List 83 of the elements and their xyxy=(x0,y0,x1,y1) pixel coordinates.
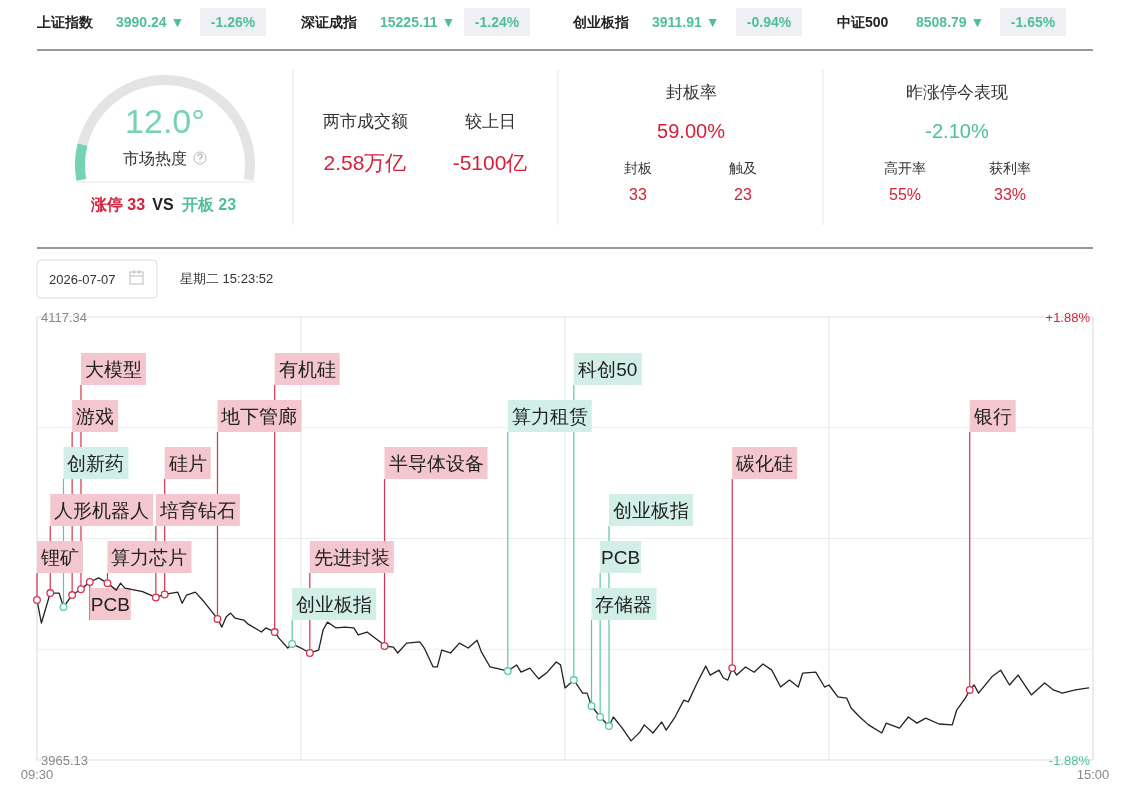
text: -5100亿 xyxy=(452,151,528,174)
point xyxy=(59,603,68,611)
point xyxy=(270,628,279,636)
point xyxy=(587,702,596,710)
point xyxy=(503,667,512,675)
text: 33% xyxy=(993,186,1027,203)
y-tick-label: 4117.34 xyxy=(41,309,88,325)
point xyxy=(160,590,169,599)
annotation: 算力芯片 xyxy=(111,547,188,568)
annotation: 地下管廊 xyxy=(220,406,298,427)
text: 涨停 33 xyxy=(89,196,146,213)
text: -1.26% xyxy=(210,14,256,30)
point xyxy=(965,686,974,694)
text: -1.65% xyxy=(1010,14,1056,30)
annotation: 硅片 xyxy=(167,453,207,474)
point xyxy=(728,664,737,673)
text: 深证成指 xyxy=(300,14,357,30)
point xyxy=(77,585,85,594)
point xyxy=(213,614,222,623)
text: 55% xyxy=(888,186,922,203)
annotation: 存储器 xyxy=(595,594,653,615)
text: 15225.11 ▼ xyxy=(380,14,456,30)
text: 较上日 xyxy=(464,112,516,131)
text: 中证500 xyxy=(837,14,889,30)
annotation: 科创50 xyxy=(578,359,638,380)
annotation: 有机硅 xyxy=(278,359,336,380)
annotation: PCB xyxy=(90,594,130,615)
text: 12.0° xyxy=(125,102,205,140)
point xyxy=(380,642,389,650)
text: 59.00% xyxy=(657,120,726,142)
annotation: 锂矿 xyxy=(40,547,79,568)
annotation: 银行 xyxy=(972,406,1012,427)
annotation: 培育钻石 xyxy=(158,500,236,521)
annotation: 创新药 xyxy=(67,453,125,474)
text: 触及 xyxy=(729,160,757,176)
y-tick-label: 3965.13 xyxy=(41,752,88,768)
point xyxy=(596,713,605,721)
annotation: 大模型 xyxy=(84,359,142,380)
text: 封板率 xyxy=(665,83,717,102)
text: 市场热度 xyxy=(123,150,187,167)
annotation: PCB xyxy=(601,547,641,568)
text: 33 xyxy=(629,186,647,203)
text: 上证指数 xyxy=(36,14,94,30)
text: 获利率 xyxy=(989,160,1031,176)
text: 昨涨停今表现 xyxy=(906,83,1008,102)
text: 23 xyxy=(734,186,752,203)
text: 3911.91 ▼ xyxy=(652,14,720,30)
text: 8508.79 ▼ xyxy=(916,14,985,30)
text: -0.94% xyxy=(746,14,792,30)
point xyxy=(305,649,314,657)
text: 3990.24 ▼ xyxy=(116,14,185,30)
y2-tick-label: +1.88% xyxy=(1045,309,1091,325)
annotation: 先进封装 xyxy=(313,547,390,568)
annotation: 人形机器人 xyxy=(54,500,150,521)
text: 封板 xyxy=(624,160,652,176)
text: 两市成交额 xyxy=(322,112,408,131)
annotation: 算力租赁 xyxy=(511,406,588,427)
text: -2.10% xyxy=(925,120,989,142)
annotation: 创业板指 xyxy=(296,594,373,615)
annotation: 游戏 xyxy=(76,406,115,427)
x-tick-label: 09:30 xyxy=(20,767,54,782)
text: VS xyxy=(152,196,174,213)
y2-tick-label: -1.88% xyxy=(1048,752,1091,768)
point xyxy=(151,593,160,602)
annotation: 碳化硅 xyxy=(735,453,794,474)
point xyxy=(569,676,578,684)
annotation: 半导体设备 xyxy=(388,453,484,474)
chart-title: 2026-07-07 xyxy=(49,272,116,287)
point xyxy=(605,722,613,730)
point xyxy=(33,596,41,604)
text: 开板 23 xyxy=(180,196,237,213)
point xyxy=(85,578,94,586)
point xyxy=(68,591,77,600)
chart-subtitle: 星期二 15:23:52 xyxy=(180,271,274,286)
text: 创业板指 xyxy=(572,14,629,30)
point xyxy=(46,589,55,597)
text: 高开率 xyxy=(884,160,926,176)
annotation: 创业板指 xyxy=(612,500,689,521)
text: 2.58万亿 xyxy=(323,151,407,174)
point xyxy=(288,640,297,648)
x-tick-label: 15:00 xyxy=(1076,767,1110,782)
point xyxy=(103,579,112,588)
text: -1.24% xyxy=(474,14,520,30)
